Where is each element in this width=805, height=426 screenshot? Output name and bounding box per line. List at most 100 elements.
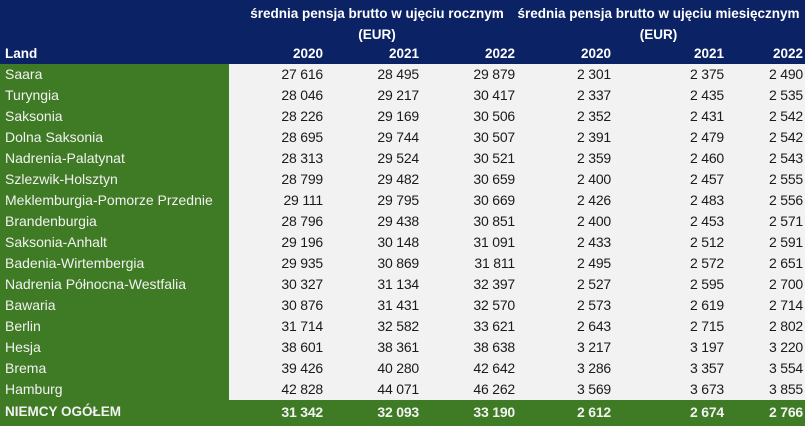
year-header-annual-2020: 2020 [292,46,323,61]
land-name: Saksonia [5,108,63,124]
total-annual-2020: 31 342 [281,404,323,420]
monthly-group-unit: (EUR) [639,27,678,42]
salary-cell: 31 714 [281,318,323,334]
salary-cell: 2 359 [576,150,611,166]
salary-cell: 2 400 [576,171,611,187]
salary-cell: 28 313 [281,150,323,166]
salary-cell: 2 483 [689,192,724,208]
salary-cell: 29 482 [377,171,419,187]
salary-cell: 29 879 [473,66,515,82]
salary-cell: 2 391 [576,129,611,145]
salary-cell: 30 148 [377,234,419,250]
salary-cell: 33 621 [473,318,515,334]
annual-group-unit: (EUR) [358,27,396,42]
salary-cell: 2 426 [576,192,611,208]
land-name: Dolna Saksonia [5,129,104,145]
table-row: Turyngia 28 046 29 217 30 417 2 337 2 435 2 53… [0,85,805,106]
salary-cell: 30 507 [473,129,515,145]
salary-cell: 2 573 [576,297,611,313]
land-name: Turyngia [5,87,59,103]
salary-cell: 3 357 [689,360,724,376]
total-monthly-2020: 2 612 [576,404,611,420]
salary-cell: 2 715 [689,318,724,334]
year-header-annual-2021: 2021 [388,46,419,61]
salary-cell: 29 196 [281,234,323,250]
salary-cell: 40 280 [377,360,419,376]
salary-cell: 28 799 [281,171,323,187]
monthly-group-header: średnia pensja brutto w ujęciu miesięczn… [512,3,805,45]
salary-cell: 2 479 [689,129,724,145]
salary-cell: 30 327 [281,276,323,292]
salary-cell: 32 582 [377,318,419,334]
salary-cell: 44 071 [377,381,419,397]
salary-cell: 28 695 [281,129,323,145]
salary-cell: 2 433 [576,234,611,250]
salary-cell: 29 169 [377,108,419,124]
salary-cell: 2 572 [689,255,724,271]
table-row: Bawaria 30 876 31 431 32 570 2 573 2 619 2 714 [0,295,805,316]
salary-cell: 3 220 [768,339,803,355]
salary-cell: 42 642 [473,360,515,376]
table-row: Brema 39 426 40 280 42 642 3 286 3 357 3 554 [0,358,805,379]
salary-cell: 3 286 [576,360,611,376]
salary-cell: 27 616 [281,66,323,82]
land-name: Nadrenia Północna-Westfalia [5,276,187,292]
salary-cell: 39 426 [281,360,323,376]
salary-cell: 32 397 [473,276,515,292]
land-name: Berlin [5,318,41,334]
land-name: Saara [5,66,43,82]
salary-cell: 29 111 [283,192,323,208]
salary-cell: 31 091 [473,234,515,250]
salary-cell: 38 638 [473,339,515,355]
monthly-group-title: średnia pensja brutto w ujęciu miesięczn… [517,6,800,21]
salary-cell: 3 197 [689,339,724,355]
salary-cell: 2 435 [689,87,724,103]
table-row: Nadrenia Północna-Westfalia 30 327 31 134 3… [0,274,805,295]
salary-cell: 2 591 [768,234,803,250]
salary-cell: 2 555 [768,171,803,187]
land-column-header: Land [5,46,38,61]
total-annual-2021: 32 093 [377,404,419,420]
table-row: Szlezwik-Holsztyn 28 799 29 482 30 659 2 400… [0,169,805,190]
salary-cell: 31 811 [474,255,515,271]
salary-cell: 3 569 [576,381,611,397]
salary-cell: 2 619 [689,297,724,313]
year-header-annual-2022: 2022 [484,46,515,61]
salary-cell: 30 506 [473,108,515,124]
land-name: Brandenburgia [5,213,97,229]
total-annual-2022: 33 190 [473,404,515,420]
total-row: NIEMCY OGÓŁEM 31 342 32 093 33 190 2 612… [0,400,805,426]
salary-cell: 2 453 [689,213,724,229]
salary-cell: 38 361 [377,339,419,355]
salary-cell: 2 542 [768,108,803,124]
land-name: Badenia-Wirtembergia [5,255,145,271]
salary-cell: 31 134 [377,276,419,292]
land-name: Hesja [5,339,41,355]
table-row: Badenia-Wirtembergia 29 935 30 869 31 811 2 … [0,253,805,274]
salary-cell: 2 512 [689,234,724,250]
salary-cell: 2 301 [576,66,611,82]
salary-cell: 3 554 [768,360,803,376]
salary-cell: 28 495 [377,66,419,82]
annual-group-title: średnia pensja brutto w ujęciu rocznym [250,6,504,21]
salary-cell: 28 796 [281,213,323,229]
land-name: Meklemburgia-Pomorze Przednie [5,192,213,208]
salary-cell: 2 457 [689,171,724,187]
salary-cell: 2 495 [576,255,611,271]
land-name: Saksonia-Anhalt [5,234,107,250]
land-name: Hamburg [5,381,63,397]
total-label: NIEMCY OGÓŁEM [5,404,122,419]
salary-cell: 30 851 [473,213,515,229]
salary-cell: 2 643 [576,318,611,334]
table-row: Hamburg 42 828 44 071 46 262 3 569 3 673 3 855 [0,379,805,400]
salary-cell: 2 802 [768,318,803,334]
salary-cell: 42 828 [281,381,323,397]
land-name: Bawaria [5,297,56,313]
table-row: Hesja 38 601 38 361 38 638 3 217 3 197 3 220 [0,337,805,358]
salary-cell: 2 460 [689,150,724,166]
salary-cell: 28 046 [281,87,323,103]
table-row: Berlin 31 714 32 582 33 621 2 643 2 715 2 802 [0,316,805,337]
salary-cell: 29 217 [377,87,419,103]
salary-cell: 29 795 [377,192,419,208]
salary-cell: 3 217 [576,339,611,355]
